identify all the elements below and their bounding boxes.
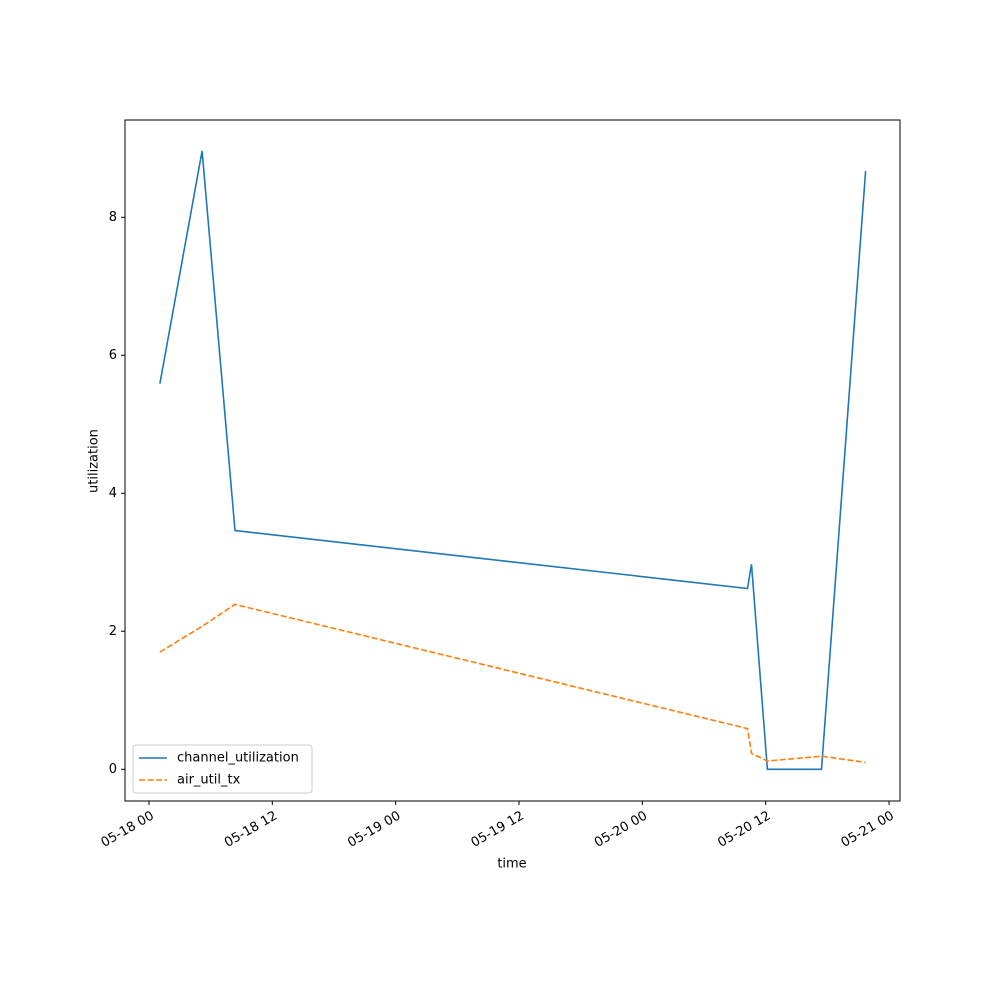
legend-label: channel_utilization: [177, 751, 299, 766]
legend-label: air_util_tx: [177, 773, 241, 788]
y-tick-label: 4: [109, 486, 117, 501]
plot-frame: [124, 119, 901, 802]
y-tick-label: 2: [109, 624, 117, 639]
y-tick-label: 0: [109, 762, 117, 777]
x-axis-label: time: [497, 857, 526, 872]
y-tick-label: 6: [109, 348, 117, 363]
y-axis-label: utilization: [87, 429, 102, 493]
legend-box: [132, 744, 313, 794]
series-line: [159, 150, 867, 771]
series-line: [159, 603, 866, 764]
y-tick-label: 8: [109, 210, 117, 225]
